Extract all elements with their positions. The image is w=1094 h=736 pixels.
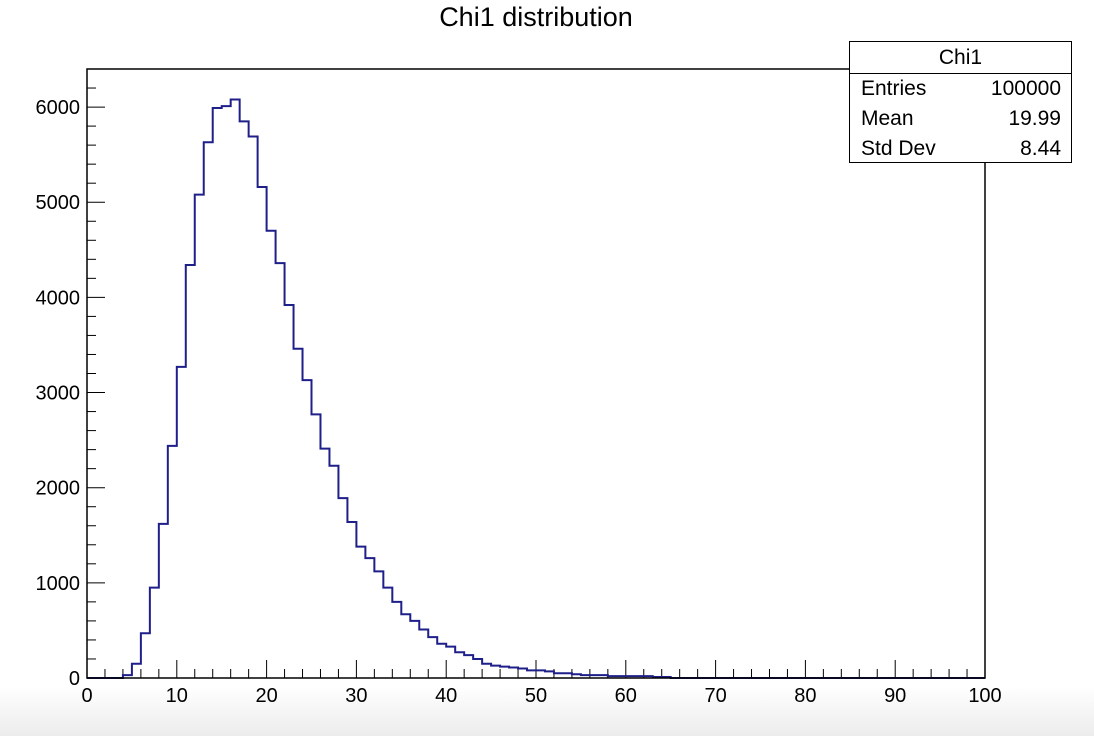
stats-row-mean: Mean 19.99 xyxy=(850,104,1071,134)
stats-box: Chi1 Entries 100000 Mean 19.99 Std Dev 8… xyxy=(849,41,1072,163)
x-tick-label: 60 xyxy=(615,685,637,707)
y-tick-label: 1000 xyxy=(36,573,81,595)
stats-stddev-value: 8.44 xyxy=(1020,137,1061,160)
y-tick-label: 4000 xyxy=(36,287,81,309)
x-tick-label: 0 xyxy=(81,685,92,707)
stats-box-title: Chi1 xyxy=(850,42,1071,74)
stats-mean-value: 19.99 xyxy=(1008,107,1061,130)
x-tick-label: 90 xyxy=(884,685,906,707)
y-tick-label: 2000 xyxy=(36,478,81,500)
x-tick-label: 40 xyxy=(435,685,457,707)
stats-row-stddev: Std Dev 8.44 xyxy=(850,134,1071,164)
stats-stddev-label: Std Dev xyxy=(861,137,936,160)
y-tick-label: 3000 xyxy=(36,383,81,405)
x-tick-label: 50 xyxy=(525,685,547,707)
stats-entries-value: 100000 xyxy=(990,77,1061,100)
canvas-bottom-shading xyxy=(0,686,1094,736)
histogram-outline xyxy=(87,98,985,679)
x-tick-label: 10 xyxy=(166,685,188,707)
x-tick-label: 30 xyxy=(345,685,367,707)
chart-title: Chi1 distribution xyxy=(439,2,633,32)
stats-entries-label: Entries xyxy=(861,77,927,100)
x-tick-label: 20 xyxy=(255,685,277,707)
x-tick-label: 100 xyxy=(968,685,1001,707)
x-tick-label: 70 xyxy=(704,685,726,707)
y-tick-label: 6000 xyxy=(36,97,81,119)
x-tick-label: 80 xyxy=(794,685,816,707)
plot-frame xyxy=(86,68,986,679)
y-tick-label: 0 xyxy=(69,668,80,690)
y-tick-label: 5000 xyxy=(36,192,81,214)
stats-row-entries: Entries 100000 xyxy=(850,74,1071,104)
stats-mean-label: Mean xyxy=(861,107,914,130)
